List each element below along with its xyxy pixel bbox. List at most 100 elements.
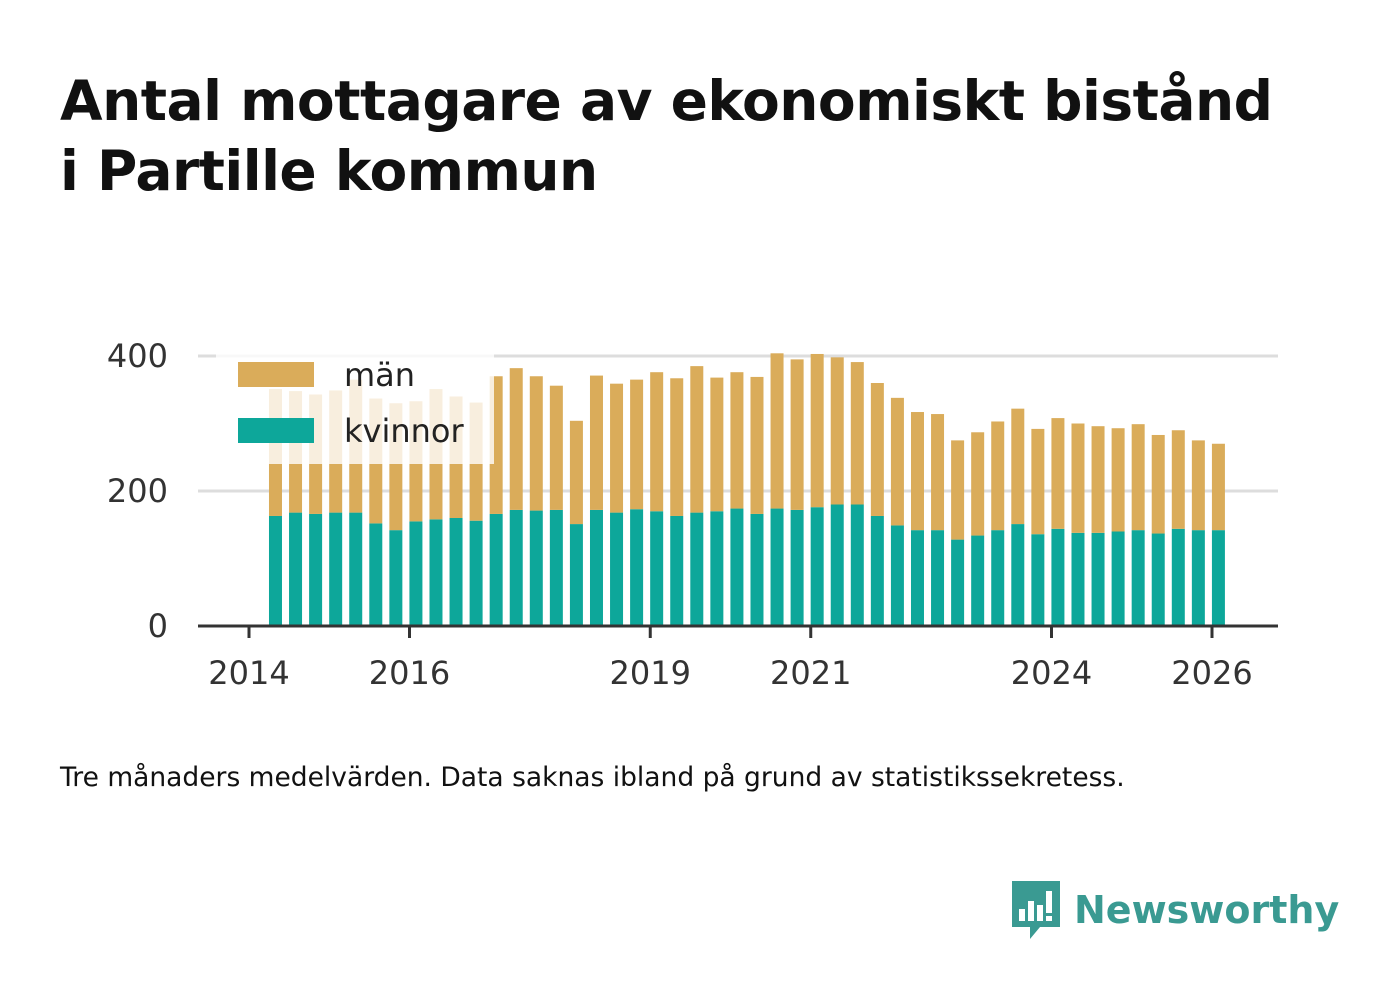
bar-kvinnor [1171, 528, 1185, 626]
x-tick-label-2014: 2014 [208, 654, 289, 692]
bar-kvinnor [690, 512, 704, 626]
axes: 0 200 400 2014 2016 2019 2021 2024 2026 [107, 337, 1278, 692]
bar-kvinnor [670, 515, 684, 626]
bar-man [1191, 440, 1205, 531]
bar-kvinnor [289, 512, 303, 626]
legend-label-men: män [344, 356, 415, 394]
bar-kvinnor [1211, 530, 1225, 626]
bar-man [870, 383, 884, 516]
bar-kvinnor [268, 515, 282, 626]
chart-title: Antal mottagare av ekonomiskt bistånd i … [60, 66, 1340, 206]
bar-kvinnor [650, 511, 664, 626]
bar-kvinnor [1051, 528, 1065, 626]
legend: män kvinnor [216, 352, 494, 464]
bar-kvinnor [890, 525, 904, 626]
bar-kvinnor [610, 512, 624, 626]
y-tick-label-200: 200 [107, 472, 168, 510]
legend-label-women: kvinnor [344, 412, 465, 450]
bar-kvinnor [389, 530, 403, 626]
bar-man [650, 372, 664, 512]
bar-kvinnor [489, 513, 503, 626]
bar-kvinnor [329, 512, 343, 626]
x-tick-label-2024: 2024 [1011, 654, 1092, 692]
chart-title-line-2: i Partille kommun [60, 139, 598, 203]
bar-man [690, 366, 704, 513]
bar-kvinnor [409, 521, 423, 626]
bar-man [850, 362, 864, 505]
bar-man [529, 376, 543, 511]
newsworthy-logo-icon [1012, 881, 1060, 939]
bar-man [931, 414, 945, 531]
bar-man [810, 353, 824, 508]
bar-kvinnor [630, 509, 644, 626]
bar-kvinnor [790, 509, 804, 626]
bar-man [1091, 426, 1105, 533]
bar-man [509, 368, 523, 510]
bar-kvinnor [991, 530, 1005, 626]
newsworthy-brand[interactable]: Newsworthy [1010, 878, 1339, 942]
chart-footnote: Tre månaders medelvärden. Data saknas ib… [60, 762, 1125, 793]
stacked-bar-chart: 0 200 400 2014 2016 2019 2021 2024 2026 män kvin… [107, 337, 1278, 692]
bar-kvinnor [830, 504, 844, 626]
bar-kvinnor [1091, 532, 1105, 626]
bar-kvinnor [529, 510, 543, 626]
bar-kvinnor [509, 509, 523, 626]
bar-man [1151, 434, 1165, 534]
bar-man [1211, 443, 1225, 531]
bar-man [1051, 418, 1065, 529]
bar-kvinnor [469, 520, 483, 626]
bar-man [710, 377, 724, 512]
bar-kvinnor [1191, 530, 1205, 626]
bar-kvinnor [369, 523, 383, 626]
bar-man [890, 397, 904, 526]
bar-man [569, 420, 583, 525]
bar-kvinnor [1111, 531, 1125, 626]
bar-kvinnor [1071, 532, 1085, 626]
bar-kvinnor [569, 524, 583, 626]
bar-kvinnor [910, 530, 924, 626]
bar-kvinnor [730, 508, 744, 626]
bar-man [1111, 428, 1125, 532]
bar-man [730, 372, 744, 509]
bar-man [1071, 423, 1085, 533]
bar-man [630, 379, 644, 510]
bar-kvinnor [931, 530, 945, 626]
bar-kvinnor [309, 513, 323, 626]
bar-man [1171, 430, 1185, 529]
bar-kvinnor [810, 507, 824, 626]
bar-kvinnor [449, 518, 463, 626]
bar-man [991, 421, 1005, 531]
bar-kvinnor [770, 508, 784, 626]
legend-swatch-women [238, 418, 314, 443]
brand-name: Newsworthy [1074, 888, 1340, 932]
bar-kvinnor [1011, 524, 1025, 626]
bar-man [1011, 408, 1025, 525]
bar-kvinnor [1131, 530, 1145, 626]
bar-man [971, 432, 985, 536]
x-tick-label-2026: 2026 [1171, 654, 1252, 692]
bars [268, 353, 1225, 626]
bar-kvinnor [349, 512, 363, 626]
bar-kvinnor [971, 535, 985, 626]
bar-kvinnor [1151, 533, 1165, 626]
bar-man [910, 412, 924, 531]
bar-man [830, 357, 844, 505]
bar-kvinnor [850, 504, 864, 626]
x-tick-label-2021: 2021 [770, 654, 851, 692]
bar-man [670, 378, 684, 516]
bar-man [790, 359, 804, 510]
y-tick-label-400: 400 [107, 337, 168, 375]
y-tick-label-0: 0 [148, 607, 168, 645]
bar-kvinnor [429, 519, 443, 626]
bar-man [589, 375, 603, 510]
bar-kvinnor [951, 539, 965, 626]
bar-kvinnor [870, 515, 884, 626]
bar-man [770, 353, 784, 509]
bar-man [610, 383, 624, 513]
bar-kvinnor [1031, 534, 1045, 626]
bar-kvinnor [549, 509, 563, 626]
x-tick-label-2019: 2019 [610, 654, 691, 692]
bar-kvinnor [710, 511, 724, 626]
bar-man [951, 440, 965, 540]
bar-man [549, 385, 563, 510]
